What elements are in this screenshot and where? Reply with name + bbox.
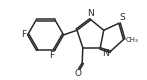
Text: S: S [120,13,126,22]
Text: N: N [102,49,108,58]
Text: F: F [21,30,27,39]
Text: O: O [75,69,82,78]
Text: N: N [87,9,94,18]
Text: F: F [49,51,54,60]
Text: CH₃: CH₃ [125,37,138,43]
